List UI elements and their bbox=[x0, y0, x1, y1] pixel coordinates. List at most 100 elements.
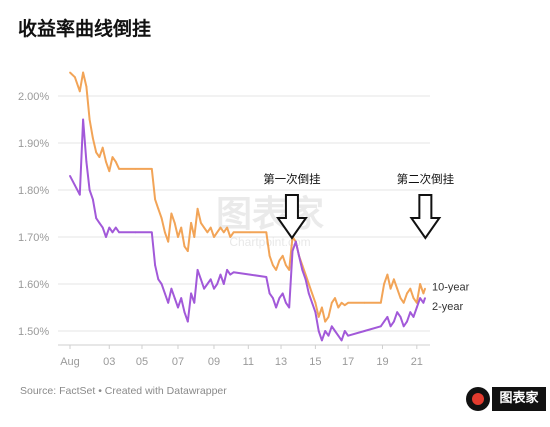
data-point bbox=[389, 325, 392, 328]
x-tick-label: 13 bbox=[275, 356, 287, 368]
data-point bbox=[167, 301, 170, 304]
y-tick-label: 1.90% bbox=[18, 138, 49, 150]
data-point bbox=[92, 198, 94, 201]
data-point bbox=[343, 330, 346, 332]
data-point bbox=[160, 283, 163, 285]
data-point bbox=[278, 259, 281, 262]
data-point bbox=[330, 301, 333, 304]
data-point bbox=[164, 231, 166, 234]
data-point bbox=[114, 160, 117, 163]
data-point bbox=[379, 301, 382, 304]
data-point bbox=[78, 90, 81, 93]
data-point bbox=[134, 231, 137, 234]
data-point bbox=[190, 222, 193, 224]
annotation-label: 第二次倒挂 bbox=[397, 172, 455, 186]
x-tick-label: 15 bbox=[309, 356, 321, 368]
data-point bbox=[69, 175, 71, 177]
data-point bbox=[409, 311, 412, 314]
data-point bbox=[98, 222, 101, 224]
data-point bbox=[95, 151, 98, 154]
data-point bbox=[317, 316, 320, 318]
annotation-label: 第一次倒挂 bbox=[263, 172, 321, 186]
data-point bbox=[337, 306, 340, 309]
data-point bbox=[118, 231, 120, 234]
data-point bbox=[406, 292, 408, 295]
data-point bbox=[219, 226, 222, 229]
data-point bbox=[347, 334, 349, 337]
data-point bbox=[105, 236, 107, 238]
data-point bbox=[206, 283, 209, 285]
data-point bbox=[167, 240, 170, 243]
data-point bbox=[307, 283, 310, 285]
data-point bbox=[314, 311, 317, 314]
data-point bbox=[203, 226, 206, 229]
data-point bbox=[173, 222, 176, 224]
data-point bbox=[74, 76, 76, 79]
data-point bbox=[193, 301, 196, 304]
data-point bbox=[321, 339, 323, 342]
data-point bbox=[281, 292, 284, 295]
data-point bbox=[226, 269, 229, 271]
data-point bbox=[317, 330, 320, 332]
data-point bbox=[424, 297, 426, 299]
data-point bbox=[85, 85, 88, 88]
data-point bbox=[383, 283, 385, 285]
data-point bbox=[406, 320, 408, 323]
data-point bbox=[74, 184, 76, 187]
data-point bbox=[180, 226, 183, 229]
brand-logo: 图表家 bbox=[466, 386, 548, 412]
data-point bbox=[285, 264, 287, 267]
data-point bbox=[294, 240, 297, 243]
data-point bbox=[209, 226, 212, 229]
data-point bbox=[157, 207, 160, 210]
data-point bbox=[95, 217, 98, 220]
data-point bbox=[379, 325, 382, 328]
data-point bbox=[402, 301, 405, 304]
data-point bbox=[196, 207, 199, 210]
data-point bbox=[327, 334, 330, 337]
data-point bbox=[219, 273, 222, 276]
y-tick-label: 1.50% bbox=[18, 326, 49, 338]
x-tick-label: 17 bbox=[342, 356, 354, 368]
data-point bbox=[393, 320, 395, 323]
x-tick-label: 03 bbox=[103, 356, 115, 368]
data-point bbox=[324, 330, 327, 332]
data-point bbox=[389, 287, 392, 290]
data-point bbox=[170, 287, 173, 290]
data-point bbox=[275, 306, 277, 309]
x-tick-label: 11 bbox=[243, 356, 254, 368]
data-point bbox=[177, 236, 179, 238]
data-point bbox=[347, 301, 349, 304]
data-point bbox=[92, 137, 94, 140]
data-point bbox=[409, 287, 412, 290]
data-point bbox=[226, 226, 229, 229]
data-point bbox=[327, 316, 330, 318]
data-point bbox=[249, 273, 251, 276]
data-point bbox=[105, 160, 107, 163]
data-point bbox=[108, 226, 111, 229]
data-point bbox=[415, 306, 418, 309]
data-point bbox=[340, 339, 343, 342]
data-point bbox=[386, 316, 389, 318]
data-point bbox=[396, 287, 399, 290]
data-point bbox=[193, 236, 196, 238]
data-point bbox=[173, 297, 176, 299]
data-point bbox=[232, 271, 235, 274]
data-point bbox=[118, 168, 120, 170]
source-note: Source: FactSet • Created with Datawrapp… bbox=[20, 385, 227, 397]
x-tick-label: 07 bbox=[172, 356, 184, 368]
data-point bbox=[334, 297, 336, 299]
data-point bbox=[321, 306, 323, 309]
data-point bbox=[183, 245, 186, 248]
data-point bbox=[85, 160, 88, 163]
y-tick-label: 2.00% bbox=[18, 91, 49, 103]
data-point bbox=[393, 278, 395, 281]
data-point bbox=[419, 283, 421, 285]
data-point bbox=[422, 292, 425, 295]
data-point bbox=[196, 269, 199, 271]
data-point bbox=[88, 118, 91, 121]
data-point bbox=[412, 297, 415, 299]
logo-icon bbox=[466, 387, 490, 411]
data-point bbox=[363, 301, 366, 304]
